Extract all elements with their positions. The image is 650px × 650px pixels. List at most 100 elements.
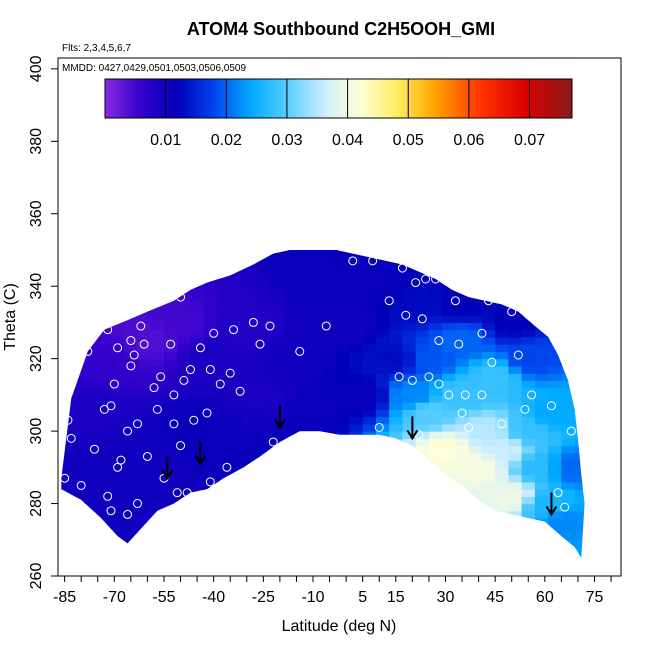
heatmap-cell xyxy=(495,496,509,505)
heatmap-cell xyxy=(110,547,125,555)
heatmap-cell xyxy=(216,416,231,425)
heatmap-cell xyxy=(322,336,337,345)
heatmap-cell xyxy=(97,293,112,302)
heatmap-cell xyxy=(150,467,165,476)
y-tick-label: 320 xyxy=(28,345,45,372)
heatmap-cell xyxy=(495,445,509,454)
heatmap-cell xyxy=(428,452,443,461)
heatmap-cell xyxy=(283,503,298,512)
heatmap-cell xyxy=(362,460,377,468)
heatmap-cell xyxy=(84,481,99,490)
heatmap-cell xyxy=(336,423,351,432)
heatmap-cell xyxy=(309,532,324,541)
heatmap-cell xyxy=(216,271,231,280)
heatmap-cell xyxy=(177,387,192,396)
heatmap-cell xyxy=(163,452,178,461)
heatmap-cell xyxy=(84,336,99,345)
x-tick-label: -70 xyxy=(103,589,126,606)
heatmap-cell xyxy=(203,380,218,389)
heatmap-cell xyxy=(163,481,178,490)
heatmap-cell xyxy=(442,380,457,389)
heatmap-cell xyxy=(402,358,417,367)
heatmap-cell xyxy=(415,460,430,468)
x-tick-label: -25 xyxy=(252,589,275,606)
heatmap-cell xyxy=(283,409,298,418)
observation-point xyxy=(103,491,113,501)
heatmap-cell xyxy=(163,423,178,432)
heatmap-cell xyxy=(216,315,231,324)
heatmap-cell xyxy=(322,416,337,425)
heatmap-cell xyxy=(428,467,443,476)
heatmap-cell xyxy=(256,329,271,338)
heatmap-cell xyxy=(495,257,509,266)
heatmap-cell xyxy=(442,445,457,454)
heatmap-cell xyxy=(150,438,165,447)
heatmap-cell xyxy=(163,373,178,381)
heatmap-cell xyxy=(71,402,86,410)
heatmap-cell xyxy=(296,539,311,548)
heatmap-cell xyxy=(336,278,351,287)
heatmap-cell xyxy=(269,503,284,512)
heatmap-cell xyxy=(375,554,390,558)
heatmap-cell xyxy=(534,445,549,454)
heatmap-cell xyxy=(349,409,364,418)
heatmap-cell xyxy=(548,532,562,541)
heatmap-cell xyxy=(415,329,430,338)
heatmap-cell xyxy=(402,547,417,555)
heatmap-cell xyxy=(163,286,178,295)
heatmap-cell xyxy=(269,358,284,367)
heatmap-cell xyxy=(84,307,99,316)
heatmap-cell xyxy=(336,351,351,360)
heatmap-cell xyxy=(574,358,585,367)
heatmap-cell xyxy=(243,496,258,505)
heatmap-cell xyxy=(495,503,509,512)
heatmap-cell xyxy=(137,409,152,418)
observation-point xyxy=(460,390,470,400)
heatmap-cell xyxy=(442,525,457,534)
heatmap-cell xyxy=(534,271,549,280)
heatmap-cell xyxy=(349,481,364,490)
heatmap-cell xyxy=(97,329,112,338)
heatmap-cell xyxy=(349,351,364,360)
heatmap-cell xyxy=(521,278,536,287)
heatmap-cell xyxy=(256,496,271,505)
heatmap-cell xyxy=(190,474,205,483)
heatmap-cell xyxy=(402,467,417,476)
heatmap-cell xyxy=(336,293,351,302)
heatmap-cell xyxy=(203,416,218,425)
heatmap-cell xyxy=(349,496,364,505)
heatmap-cell xyxy=(203,315,218,324)
heatmap-cell xyxy=(230,278,245,287)
heatmap-cell xyxy=(84,547,99,555)
heatmap-cell xyxy=(150,452,165,461)
heatmap-cell xyxy=(150,329,165,338)
down-arrow xyxy=(161,456,174,481)
heatmap-cell xyxy=(561,257,576,266)
heatmap-cell xyxy=(137,365,152,374)
heatmap-cell xyxy=(508,518,523,526)
heatmap-cell xyxy=(203,554,218,558)
heatmap-cell xyxy=(269,351,284,360)
heatmap-cell xyxy=(534,416,549,425)
heatmap-cell xyxy=(230,387,245,396)
heatmap-cell xyxy=(137,562,151,570)
heatmap-cell xyxy=(190,358,205,367)
heatmap-cell xyxy=(269,293,284,302)
heatmap-cell xyxy=(71,518,86,526)
heatmap-cell xyxy=(283,438,298,447)
heatmap-cell xyxy=(362,445,377,454)
heatmap-cell xyxy=(309,387,324,396)
heatmap-cell xyxy=(481,358,496,367)
heatmap-cell xyxy=(588,250,602,258)
heatmap-cell xyxy=(375,394,390,403)
heatmap-cell xyxy=(455,518,470,526)
heatmap-cell xyxy=(548,489,562,497)
heatmap-cell xyxy=(428,249,443,258)
heatmap-cell xyxy=(203,329,218,338)
heatmap-cell xyxy=(428,307,443,316)
observation-point xyxy=(116,455,126,465)
observation-point xyxy=(434,336,444,346)
heatmap-cell xyxy=(110,423,125,432)
heatmap-cell xyxy=(588,475,602,483)
heatmap-cell xyxy=(97,467,112,476)
